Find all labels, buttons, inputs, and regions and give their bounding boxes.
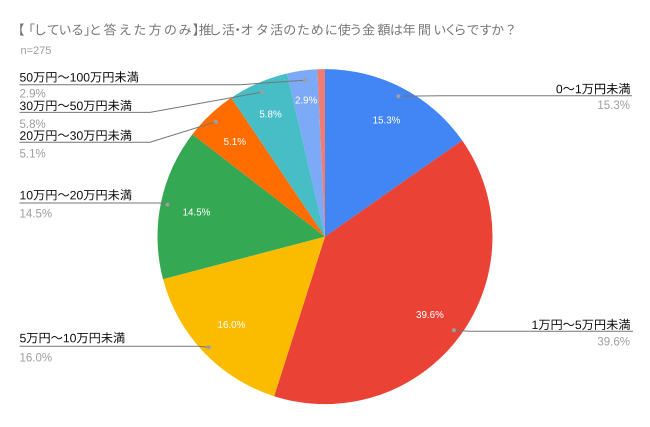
svg-text:15.3%: 15.3%	[597, 100, 630, 112]
svg-text:2.9%: 2.9%	[20, 89, 46, 101]
svg-text:5.8%: 5.8%	[259, 109, 282, 120]
svg-text:2.9%: 2.9%	[295, 95, 318, 106]
svg-text:39.6%: 39.6%	[416, 310, 444, 321]
svg-text:14.5%: 14.5%	[20, 209, 53, 221]
svg-text:5.8%: 5.8%	[20, 119, 46, 131]
svg-text:14.5%: 14.5%	[183, 208, 211, 219]
svg-text:16.0%: 16.0%	[20, 353, 53, 365]
svg-text:5.1%: 5.1%	[20, 149, 46, 161]
svg-text:15.3%: 15.3%	[373, 116, 401, 127]
svg-text:5.1%: 5.1%	[224, 137, 247, 148]
svg-text:39.6%: 39.6%	[597, 336, 630, 348]
svg-text:16.0%: 16.0%	[218, 320, 246, 331]
svg-text:n=275: n=275	[21, 45, 52, 57]
